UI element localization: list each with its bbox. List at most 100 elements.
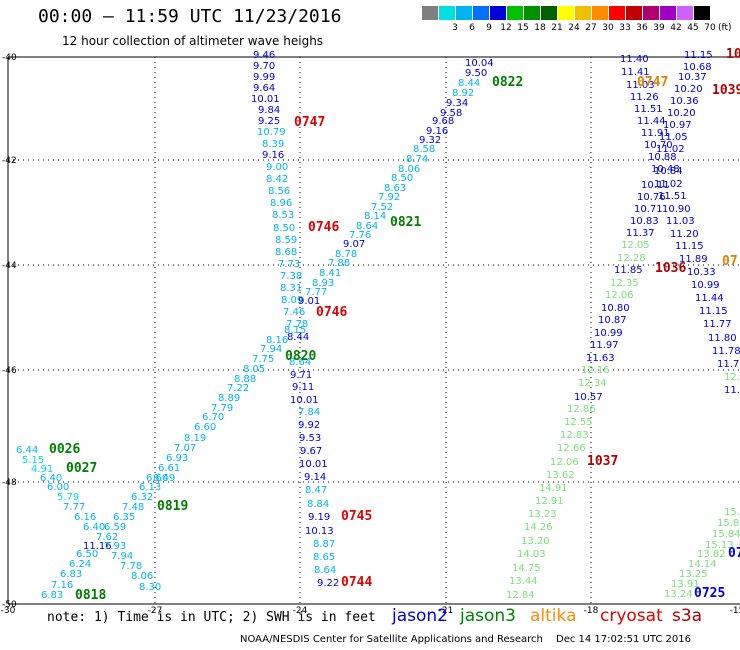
wave-height-label: 7.75 <box>252 354 274 365</box>
wave-height-label: 12.34 <box>578 378 607 389</box>
scale-swatch <box>592 6 608 20</box>
wave-height-label: 6.24 <box>69 559 91 570</box>
wave-height-label: 6.13 <box>139 482 161 493</box>
wave-height-label: 11.77 <box>703 319 732 330</box>
wave-height-label: 11.02 <box>654 179 683 190</box>
pass-time-label: 0821 <box>390 215 421 230</box>
wave-height-label: 11.40 <box>620 54 649 65</box>
wave-height-label: 10.84 <box>654 166 683 177</box>
pass-time-label: 07 <box>722 254 738 269</box>
pass-time-label: 0746 <box>308 220 339 235</box>
wave-height-label: 9.11 <box>292 382 314 393</box>
wave-height-label: 8.58 <box>413 144 435 155</box>
x-tick-label: -18 <box>584 606 599 616</box>
wave-height-label: 7.94 <box>260 344 282 355</box>
wave-height-label: 6.60 <box>194 422 216 433</box>
wave-height-label: 12.06 <box>605 290 634 301</box>
wave-height-label: 9.22 <box>317 578 339 589</box>
wave-height-label: 8.64 <box>356 221 378 232</box>
wave-height-label: 9.68 <box>432 116 454 127</box>
pass-time-label: 0745 <box>341 509 372 524</box>
wave-height-label: 11.78 <box>712 346 740 357</box>
wave-height-label: 6.16 <box>74 512 96 523</box>
wave-height-label: 11.89 <box>679 254 708 265</box>
wave-height-label: 11.20 <box>670 229 699 240</box>
wave-height-label: 11.41 <box>621 67 650 78</box>
scale-label: 33 <box>619 23 631 33</box>
pass-time-label: 1039 <box>712 83 740 98</box>
pass-time-label: 0819 <box>157 499 188 514</box>
wave-height-label: 6.93 <box>166 453 188 464</box>
wave-height-label: 14.14 <box>688 559 717 570</box>
wave-height-label: 12.55 <box>564 417 593 428</box>
scale-swatch <box>473 6 489 20</box>
pass-time-label: 0746 <box>316 305 347 320</box>
wave-height-label: 12.91 <box>535 496 564 507</box>
scale-swatch <box>490 6 506 20</box>
wave-height-label: 10.76 <box>637 192 666 203</box>
wave-height-label: 10.83 <box>630 216 659 227</box>
scale-label: 18 <box>534 23 546 33</box>
wave-height-label: 8.31 <box>280 283 302 294</box>
wave-height-label: 14.03 <box>517 549 546 560</box>
satellite-legend-altika: altika <box>530 606 577 626</box>
wave-height-label: 14.91 <box>539 483 568 494</box>
wave-height-label: 6.83 <box>60 569 82 580</box>
wave-height-label: 9.14 <box>304 472 326 483</box>
pass-time-label: 0026 <box>49 442 80 457</box>
wave-height-label: 10.33 <box>687 267 716 278</box>
pass-time-label: 1036 <box>655 261 686 276</box>
wave-height-label: 9.92 <box>298 420 320 431</box>
wave-height-label: 11. <box>724 385 740 396</box>
satellite-legend-cryosat: cryosat <box>600 606 663 626</box>
wave-height-label: 10.71 <box>634 204 663 215</box>
wave-height-label: 10.90 <box>662 204 691 215</box>
wave-height-label: 11.03 <box>626 80 655 91</box>
wave-height-label: 13.91 <box>671 579 700 590</box>
scale-swatch <box>626 6 642 20</box>
scale-label: 45 <box>687 23 699 33</box>
wave-height-label: 8.44 <box>287 332 309 343</box>
pass-time-label: 0744 <box>341 575 372 590</box>
wave-height-label: 11.91 <box>641 128 670 139</box>
wave-height-label: 7.48 <box>122 502 144 513</box>
wave-height-label: 7.94 <box>111 551 133 562</box>
wave-height-label: 12.66 <box>557 443 586 454</box>
wave-height-label: 6.59 <box>104 522 126 533</box>
wave-height-label: 7.46 <box>283 307 305 318</box>
wave-height-label: 6.00 <box>47 482 69 493</box>
wave-height-label: 11.05 <box>659 132 688 143</box>
wave-height-label: 10.97 <box>663 120 692 131</box>
wave-height-label: 7.88 <box>328 258 350 269</box>
wave-height-label: 10.37 <box>678 72 707 83</box>
y-tick-label: -48 <box>2 478 17 488</box>
x-tick-label: -24 <box>293 606 308 616</box>
pass-time-label: 10 <box>726 47 740 62</box>
scale-swatch <box>609 6 625 20</box>
wave-height-label: 8.93 <box>312 278 334 289</box>
wave-height-label: 8.74 <box>406 154 428 165</box>
wave-height-label: 12.35 <box>610 278 639 289</box>
wave-height-label: 6.61 <box>158 463 180 474</box>
scale-swatch <box>507 6 523 20</box>
wave-height-label: 15. <box>724 507 740 518</box>
wave-height-label: 11.97 <box>590 340 619 351</box>
scale-swatch <box>456 6 472 20</box>
wave-height-label: 8.19 <box>184 433 206 444</box>
footnote: note: 1) Time is in UTC; 2) SWH is in fe… <box>47 610 376 625</box>
wave-height-label: 10.57 <box>574 392 603 403</box>
wave-height-label: 7.16 <box>51 580 73 591</box>
wave-height-label: 9.46 <box>253 50 275 61</box>
wave-height-label: 8.41 <box>319 268 341 279</box>
wave-height-label: 6.50 <box>76 549 98 560</box>
scale-label: 9 <box>486 23 492 33</box>
wave-height-label: 15.8 <box>717 518 739 529</box>
wave-height-label: 13.23 <box>528 509 557 520</box>
wave-height-label: 8.92 <box>452 88 474 99</box>
scale-label: 15 <box>517 23 529 33</box>
wave-height-label: 10.01 <box>299 459 328 470</box>
y-tick-label: -40 <box>2 53 17 63</box>
wave-height-label: 11.85 <box>614 265 643 276</box>
wave-height-label: 8.84 <box>307 499 329 510</box>
scale-label: 3 <box>452 23 458 33</box>
